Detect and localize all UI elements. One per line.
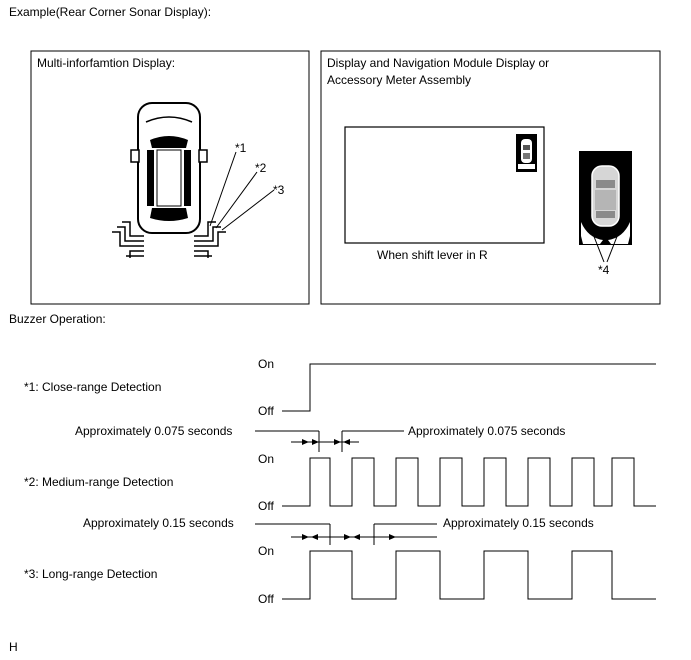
- long-timing-left: Approximately 0.15 seconds: [83, 516, 234, 530]
- long-range-waveform: [282, 550, 656, 600]
- callout-3-label: *3: [273, 183, 285, 197]
- navigation-display-title-line2: Accessory Meter Assembly: [327, 73, 471, 87]
- navigation-display-title-line1: Display and Navigation Module Display or: [327, 56, 549, 70]
- medium-range-label: *2: Medium-range Detection: [24, 475, 173, 489]
- figure-code: H: [9, 640, 18, 654]
- page-title: Example(Rear Corner Sonar Display):: [9, 5, 211, 19]
- multi-info-title: Multi-inforfamtion Display:: [37, 56, 175, 70]
- navigation-screen: [344, 126, 545, 244]
- multi-info-panel: [30, 50, 310, 305]
- close-range-label: *1: Close-range Detection: [24, 380, 161, 394]
- callout-1-label: *1: [235, 141, 247, 155]
- medium-range-off-label: Off: [258, 499, 274, 513]
- callout-2-leader: [215, 171, 258, 229]
- callout-4-leader-left: [592, 233, 605, 263]
- long-timing-right: Approximately 0.15 seconds: [443, 516, 594, 530]
- close-range-on-label: On: [258, 357, 274, 371]
- rear-sonar-display-icon: [579, 151, 632, 245]
- callout-4-leader-right: [606, 233, 619, 263]
- close-range-waveform: [282, 363, 656, 412]
- long-range-on-label: On: [258, 544, 274, 558]
- long-range-off-label: Off: [258, 592, 274, 606]
- shift-lever-caption: When shift lever in R: [377, 248, 488, 262]
- callout-4-label: *4: [598, 263, 610, 277]
- long-range-label: *3: Long-range Detection: [24, 567, 157, 581]
- mini-car-display-icon: [516, 134, 537, 172]
- callout-1-leader: [209, 151, 237, 227]
- medium-range-on-label: On: [258, 452, 274, 466]
- medium-range-waveform: [282, 457, 656, 507]
- sonar-left-indicator-icon: [112, 221, 144, 258]
- medium-timing-right: Approximately 0.075 seconds: [408, 424, 565, 438]
- navigation-display-panel: [320, 50, 661, 305]
- callout-3-leader: [221, 189, 275, 231]
- sonar-right-indicator-icon: [194, 221, 226, 258]
- medium-timing-left: Approximately 0.075 seconds: [75, 424, 232, 438]
- close-range-off-label: Off: [258, 404, 274, 418]
- callout-2-label: *2: [255, 161, 267, 175]
- car-top-view-icon: [130, 102, 208, 234]
- buzzer-heading: Buzzer Operation:: [9, 312, 106, 326]
